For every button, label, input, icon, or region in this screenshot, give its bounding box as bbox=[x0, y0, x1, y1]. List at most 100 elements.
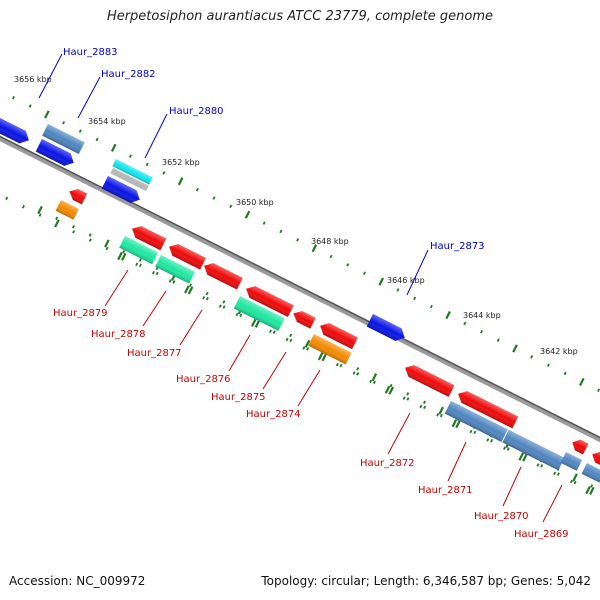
tick-mark bbox=[346, 263, 350, 267]
gene-arrow[interactable] bbox=[570, 437, 589, 455]
gene-arrow[interactable] bbox=[402, 362, 455, 397]
tick-mark bbox=[306, 347, 310, 351]
leader-line bbox=[228, 334, 251, 372]
tick-mark bbox=[239, 313, 243, 318]
tick-mark bbox=[469, 429, 473, 434]
tick-mark bbox=[138, 258, 142, 262]
gene-arrow[interactable] bbox=[101, 176, 143, 206]
gene-arrow[interactable] bbox=[67, 186, 88, 205]
kbp-label: 3650 kbp bbox=[236, 198, 274, 207]
leader-line bbox=[179, 309, 203, 346]
gene-arrow[interactable] bbox=[233, 296, 285, 331]
gene-arrow[interactable] bbox=[166, 241, 206, 270]
tick-mark bbox=[151, 271, 155, 275]
gene-label[interactable]: Haur_2876 bbox=[176, 374, 231, 385]
tick-mark bbox=[62, 121, 66, 125]
kbp-label: 3648 kbp bbox=[311, 237, 349, 246]
reverse-gene-labels: Haur_2879 Haur_2878 Haur_2877 Haur_2876 … bbox=[53, 269, 569, 540]
gene-arrow[interactable] bbox=[129, 223, 167, 251]
genome-backbone bbox=[0, 135, 600, 443]
gene-arrow[interactable] bbox=[590, 449, 600, 469]
gene-label[interactable]: Haur_2878 bbox=[91, 329, 146, 340]
tick-mark bbox=[122, 250, 126, 254]
gene-arrow[interactable] bbox=[42, 124, 85, 154]
gene-label[interactable]: Haur_2872 bbox=[360, 458, 415, 469]
tick-mark bbox=[480, 330, 484, 334]
tick-mark bbox=[429, 304, 433, 309]
gene-arrow[interactable] bbox=[243, 283, 294, 318]
tick-mark bbox=[496, 338, 500, 342]
gene-arrow[interactable] bbox=[119, 236, 159, 265]
gene-arrow[interactable] bbox=[112, 159, 153, 185]
gene-arrow[interactable] bbox=[0, 113, 32, 147]
tick-mark bbox=[451, 419, 458, 428]
tick-mark bbox=[439, 413, 443, 418]
tick-mark bbox=[55, 216, 59, 221]
gene-label[interactable]: Haur_2883 bbox=[63, 47, 118, 58]
tick-mark bbox=[5, 196, 9, 201]
gene-label[interactable]: Haur_2874 bbox=[246, 409, 301, 420]
tick-mark bbox=[145, 162, 149, 167]
gene-arrow[interactable] bbox=[110, 168, 149, 192]
kbp-label: 3656 kbp bbox=[14, 75, 52, 84]
gene-label[interactable]: Haur_2875 bbox=[211, 392, 266, 403]
tick-mark bbox=[88, 238, 92, 242]
tick-mark bbox=[272, 330, 276, 334]
tick-mark bbox=[352, 371, 356, 375]
gene-label[interactable]: Haur_2882 bbox=[101, 69, 156, 80]
tick-mark bbox=[585, 486, 591, 495]
tick-mark bbox=[285, 337, 289, 342]
gene-arrow[interactable] bbox=[560, 452, 583, 471]
tick-mark bbox=[579, 377, 585, 386]
tick-mark bbox=[95, 137, 99, 142]
tick-mark bbox=[423, 400, 426, 405]
leader-line bbox=[142, 290, 167, 327]
tick-mark bbox=[135, 262, 139, 267]
gene-arrow[interactable] bbox=[35, 139, 77, 169]
tick-mark bbox=[490, 439, 494, 443]
leader-line bbox=[144, 113, 168, 159]
tick-mark bbox=[540, 464, 544, 468]
gene-label[interactable]: Haur_2869 bbox=[514, 529, 569, 540]
gene-label[interactable]: Haur_2879 bbox=[53, 308, 108, 319]
gene-label[interactable]: Haur_2870 bbox=[474, 511, 529, 522]
tick-mark bbox=[335, 362, 339, 367]
gene-arrow[interactable] bbox=[317, 320, 358, 350]
tick-mark bbox=[218, 304, 222, 308]
gene-arrow[interactable] bbox=[308, 334, 352, 365]
tick-mark bbox=[28, 104, 32, 108]
tick-mark bbox=[304, 339, 311, 348]
tick-mark bbox=[569, 479, 573, 484]
tick-mark bbox=[222, 300, 226, 304]
gene-arrow[interactable] bbox=[291, 308, 316, 329]
gene-arrow[interactable] bbox=[581, 463, 600, 483]
tick-mark bbox=[384, 385, 391, 394]
tick-mark bbox=[37, 205, 43, 215]
tick-track bbox=[5, 96, 600, 495]
gene-arrow[interactable] bbox=[201, 260, 243, 290]
leader-line bbox=[262, 351, 287, 390]
gene-arrow[interactable] bbox=[55, 200, 79, 220]
gene-arrow[interactable] bbox=[455, 388, 519, 429]
tick-mark bbox=[356, 372, 360, 376]
gene-label[interactable]: Haur_2877 bbox=[127, 348, 182, 359]
gene-arrow[interactable] bbox=[155, 254, 195, 284]
gene-label[interactable]: Haur_2880 bbox=[169, 106, 224, 117]
tick-mark bbox=[21, 205, 25, 209]
gene-arrow[interactable] bbox=[366, 314, 408, 344]
tick-mark bbox=[104, 239, 110, 248]
gene-arrow[interactable] bbox=[444, 401, 565, 471]
gene-label[interactable]: Haur_2871 bbox=[418, 485, 473, 496]
kbp-label: 3644 kbp bbox=[463, 311, 501, 320]
leader-line bbox=[406, 249, 429, 296]
gene-label[interactable]: Haur_2873 bbox=[430, 241, 485, 252]
leader-line bbox=[104, 269, 129, 307]
kbp-label: 3652 kbp bbox=[162, 158, 200, 167]
tick-mark bbox=[438, 406, 444, 415]
tick-mark bbox=[503, 446, 506, 451]
tick-mark bbox=[289, 338, 293, 343]
tick-mark bbox=[329, 254, 333, 259]
tick-mark bbox=[138, 263, 142, 267]
tick-mark bbox=[563, 371, 567, 376]
